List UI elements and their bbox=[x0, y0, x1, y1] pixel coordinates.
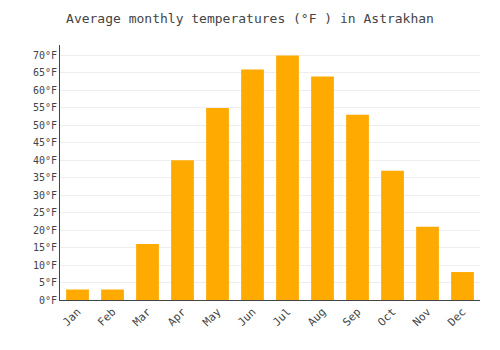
svg-text:Sep: Sep bbox=[340, 306, 363, 329]
svg-text:5°F: 5°F bbox=[39, 277, 57, 288]
svg-text:May: May bbox=[200, 305, 224, 329]
svg-text:35°F: 35°F bbox=[33, 172, 57, 183]
svg-text:Jun: Jun bbox=[235, 306, 258, 329]
svg-text:0°F: 0°F bbox=[39, 295, 57, 306]
svg-text:20°F: 20°F bbox=[33, 225, 57, 236]
svg-text:Jul: Jul bbox=[270, 306, 293, 329]
svg-text:60°F: 60°F bbox=[33, 85, 57, 96]
svg-text:Feb: Feb bbox=[95, 306, 118, 329]
svg-text:Average monthly temperatures (: Average monthly temperatures (°F ) in As… bbox=[66, 11, 434, 26]
svg-text:30°F: 30°F bbox=[33, 190, 57, 201]
svg-text:Mar: Mar bbox=[130, 305, 154, 329]
svg-text:Nov: Nov bbox=[410, 305, 434, 329]
svg-text:Oct: Oct bbox=[375, 306, 398, 329]
svg-text:55°F: 55°F bbox=[33, 102, 57, 113]
svg-text:10°F: 10°F bbox=[33, 260, 57, 271]
svg-text:Dec: Dec bbox=[445, 306, 468, 329]
svg-text:50°F: 50°F bbox=[33, 120, 57, 131]
svg-text:65°F: 65°F bbox=[33, 67, 57, 78]
svg-text:25°F: 25°F bbox=[33, 207, 57, 218]
svg-text:15°F: 15°F bbox=[33, 242, 57, 253]
svg-text:Jan: Jan bbox=[60, 306, 83, 329]
svg-text:45°F: 45°F bbox=[33, 137, 57, 148]
svg-text:40°F: 40°F bbox=[33, 155, 57, 166]
svg-text:Apr: Apr bbox=[165, 305, 189, 329]
svg-text:70°F: 70°F bbox=[33, 50, 57, 61]
svg-text:Aug: Aug bbox=[305, 306, 328, 329]
